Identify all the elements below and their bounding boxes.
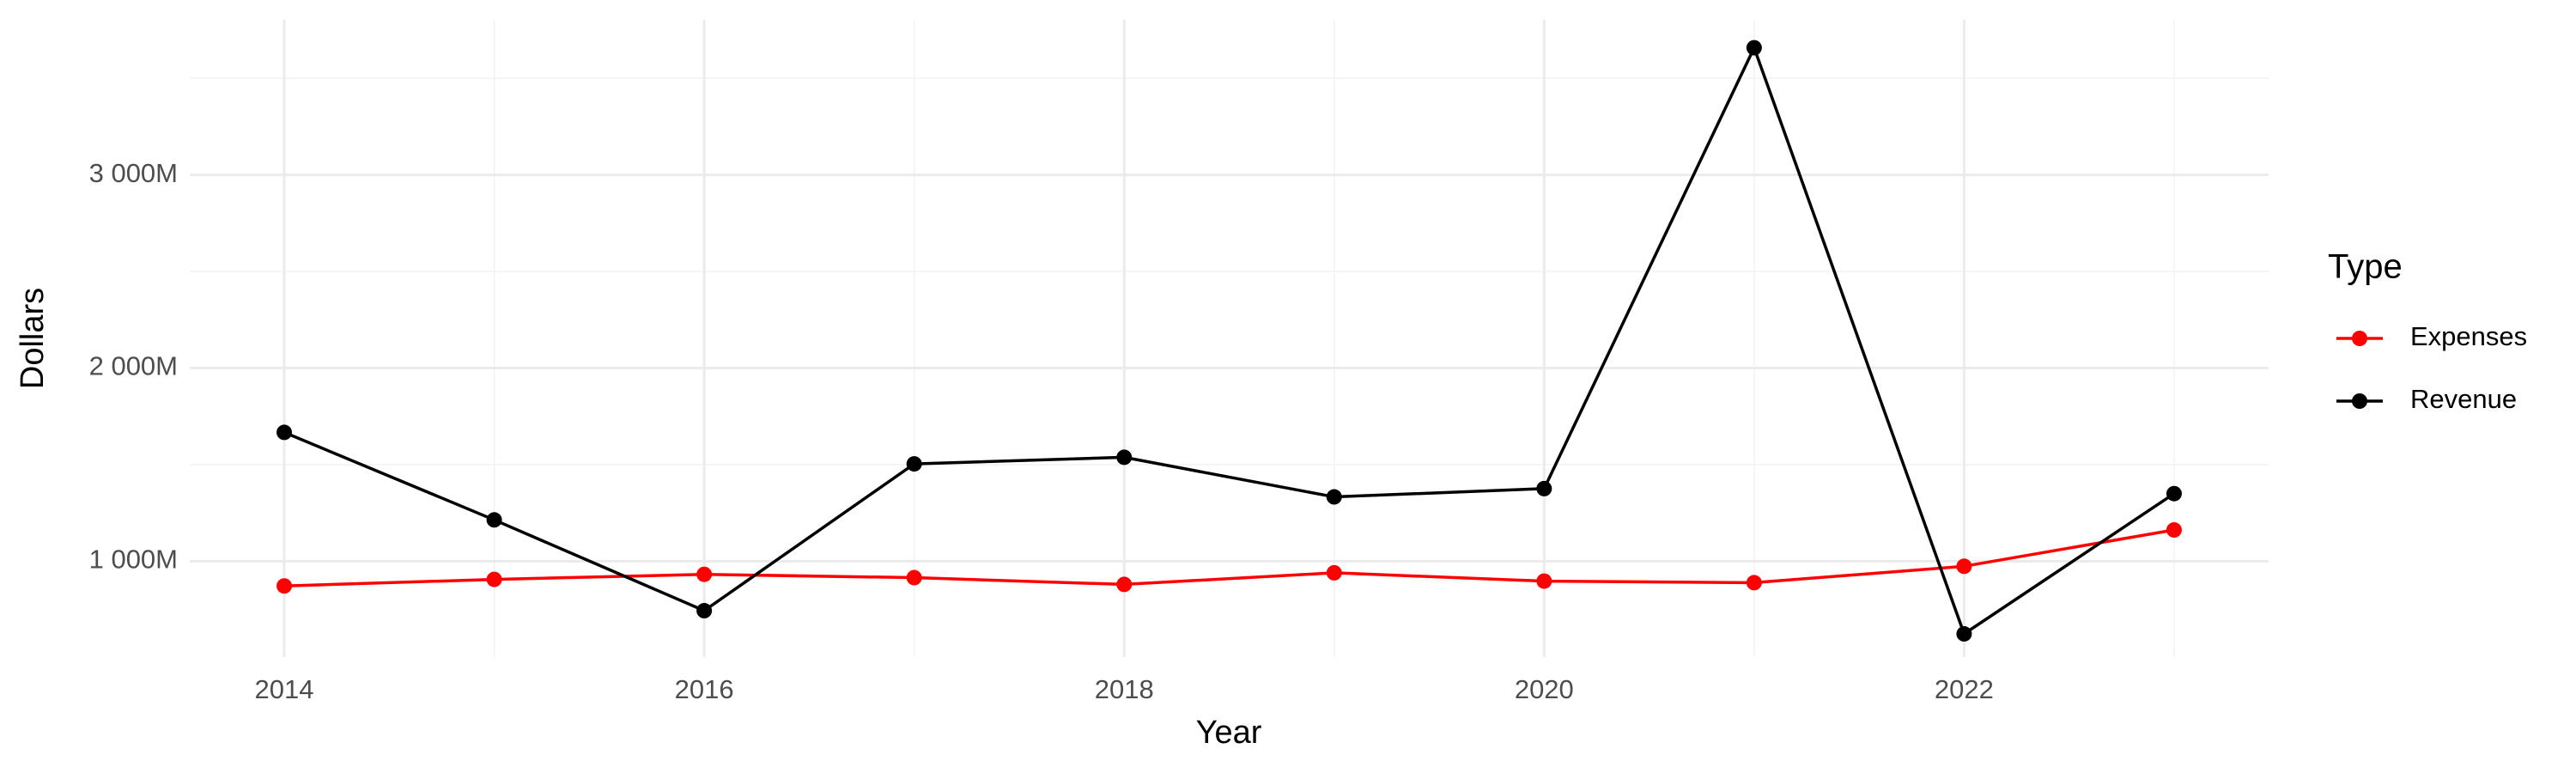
- legend-label: Revenue: [2410, 384, 2517, 414]
- x-tick-label: 2016: [675, 674, 734, 704]
- data-point: [1116, 576, 1133, 593]
- data-point: [2166, 485, 2182, 502]
- data-point: [1956, 558, 1972, 575]
- data-point: [906, 569, 922, 586]
- legend-label: Expenses: [2410, 321, 2527, 351]
- data-point: [486, 512, 502, 528]
- data-point: [276, 424, 293, 441]
- data-point: [696, 603, 713, 619]
- x-tick-label: 2020: [1515, 674, 1574, 704]
- legend-title: Type: [2328, 248, 2403, 286]
- data-point: [906, 456, 922, 472]
- data-point: [1536, 573, 1552, 589]
- grid: [190, 20, 2269, 657]
- data-point: [2166, 522, 2182, 539]
- data-point: [696, 566, 713, 582]
- legend-marker: [2352, 393, 2367, 409]
- legend-marker: [2352, 331, 2367, 346]
- x-tick-label: 2014: [255, 674, 314, 704]
- data-point: [1956, 626, 1972, 642]
- series-line: [283, 44, 2175, 636]
- y-tick-label: 1 000M: [89, 545, 178, 575]
- series-line: [283, 528, 2175, 587]
- y-axis-title: Dollars: [15, 288, 51, 389]
- y-tick-label: 3 000M: [89, 158, 178, 188]
- data-point: [486, 571, 502, 587]
- data-point: [1536, 480, 1552, 496]
- x-tick-label: 2018: [1095, 674, 1154, 704]
- x-axis-title: Year: [1196, 715, 1262, 751]
- data-point: [276, 578, 293, 594]
- data-point: [1746, 575, 1762, 591]
- x-tick-label: 2022: [1935, 674, 1994, 704]
- y-tick-label: 2 000M: [89, 351, 178, 381]
- data-point: [1746, 40, 1762, 56]
- data-point: [1326, 489, 1342, 505]
- data-point: [1326, 564, 1342, 581]
- data-point: [1116, 449, 1133, 466]
